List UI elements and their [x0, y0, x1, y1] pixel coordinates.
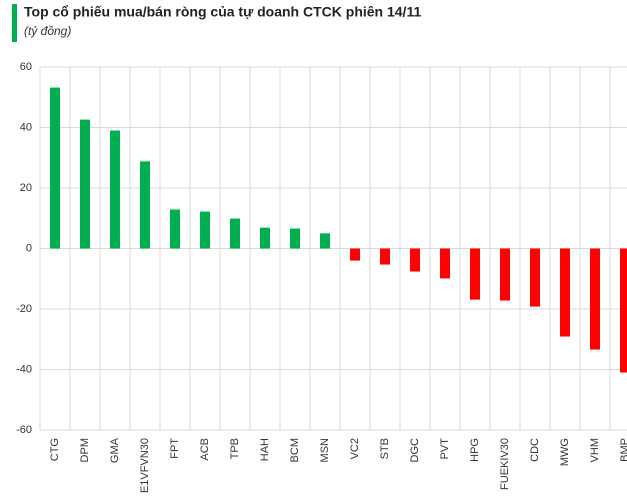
title-marker: [12, 4, 17, 42]
y-tick-label: -40: [16, 363, 32, 375]
bar: [350, 248, 360, 261]
bar: [230, 218, 240, 249]
x-tick-label: CDC: [529, 438, 541, 462]
bar: [140, 161, 150, 249]
bar: [200, 211, 210, 249]
bar: [260, 227, 270, 249]
x-tick-label: VC2: [349, 438, 361, 459]
x-tick-label: BCM: [289, 438, 301, 462]
bar: [440, 248, 450, 279]
y-tick-label: -60: [16, 424, 32, 436]
x-tick-label: GMA: [109, 437, 121, 463]
x-tick-label: E1VFVN30: [139, 438, 151, 493]
x-tick-label: ACB: [199, 438, 211, 461]
bar: [500, 248, 510, 301]
bar: [170, 209, 180, 249]
bar: [50, 87, 60, 249]
x-tick-label: VHM: [589, 438, 601, 462]
y-tick-label: -20: [16, 303, 32, 315]
x-tick-label: STB: [379, 438, 391, 459]
chart-title: Top cổ phiếu mua/bán ròng của tự doanh C…: [24, 4, 421, 20]
bar: [380, 248, 390, 265]
y-tick-label: 0: [26, 242, 32, 254]
bar: [320, 233, 330, 249]
bar: [110, 130, 120, 249]
x-tick-label: HPG: [469, 438, 481, 462]
bar: [290, 228, 300, 249]
bar: [410, 248, 420, 272]
bar: [80, 119, 90, 249]
bar: [470, 248, 480, 300]
x-tick-label: PVT: [439, 438, 451, 460]
bar: [620, 248, 627, 373]
x-tick-label: FUEKIV30: [499, 438, 511, 490]
x-tick-label: DGC: [409, 438, 421, 463]
y-tick-label: 20: [20, 182, 32, 194]
chart-subtitle: (tỷ đồng): [24, 24, 71, 38]
x-tick-label: TPB: [229, 438, 241, 459]
y-tick-label: 60: [20, 61, 32, 73]
x-tick-label: FPT: [169, 438, 181, 459]
x-tick-label: MWG: [559, 438, 571, 466]
x-tick-label: DPM: [79, 438, 91, 462]
bar: [530, 248, 540, 307]
bar: [560, 248, 570, 337]
y-tick-label: 40: [20, 121, 32, 133]
x-tick-label: HAH: [259, 438, 271, 461]
bar: [590, 248, 600, 350]
x-tick-label: BMP: [619, 438, 627, 462]
x-tick-label: MSN: [319, 438, 331, 463]
x-tick-label: CTG: [49, 438, 61, 461]
